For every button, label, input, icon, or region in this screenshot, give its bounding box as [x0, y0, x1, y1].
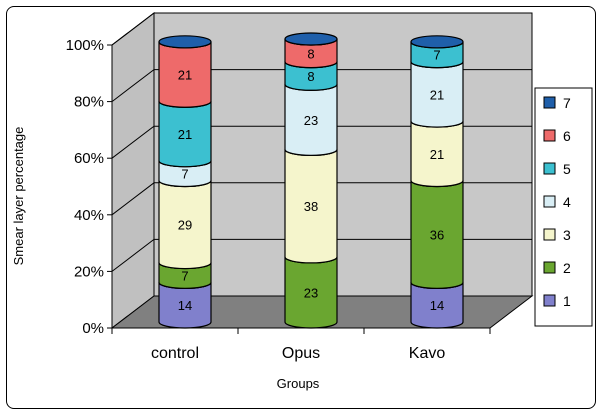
legend-swatch — [543, 96, 556, 109]
bar-top-cap — [410, 35, 464, 49]
x-tick-label: Kavo — [409, 345, 446, 362]
x-axis-title: Groups — [277, 376, 320, 391]
y-tick-label: 60% — [74, 150, 104, 167]
bar-top-cap — [158, 35, 212, 49]
data-label: 23 — [304, 113, 318, 128]
gridlines — [111, 12, 532, 272]
bar-stack: 14 7 29 7 21 21 — [158, 35, 212, 329]
data-label: 8 — [307, 46, 314, 61]
data-label: 29 — [178, 218, 192, 233]
data-label: 21 — [430, 87, 444, 102]
legend-label: 7 — [563, 95, 571, 111]
data-label: 21 — [430, 147, 444, 162]
gridline — [111, 69, 532, 102]
data-label: 7 — [181, 268, 188, 283]
gridline — [111, 125, 532, 159]
data-label: 38 — [304, 199, 318, 214]
gridline — [111, 238, 532, 272]
chart-frame — [6, 6, 596, 409]
bar-stack: 14 36 21 21 7 — [410, 35, 464, 329]
data-label: 21 — [178, 127, 192, 142]
y-tick-label: 0% — [82, 320, 104, 337]
x-axis-ticks: control Opus Kavo — [111, 328, 491, 362]
legend: 7 6 5 4 3 2 1 — [534, 87, 593, 327]
x-tick-label: control — [151, 345, 199, 362]
legend-label: 2 — [563, 260, 571, 276]
gridline — [111, 182, 532, 216]
legend-swatch — [543, 195, 556, 208]
legend-label: 5 — [563, 161, 571, 177]
bar-top-cap — [284, 32, 338, 46]
bars: 14 7 29 7 21 21 23 38 23 8 8 14 36 21 21 7 — [158, 32, 464, 329]
legend-swatch — [543, 162, 556, 175]
data-label: 36 — [430, 227, 444, 242]
legend-label: 4 — [563, 194, 571, 210]
data-label: 21 — [178, 68, 192, 83]
x-tick-label: Opus — [282, 345, 320, 362]
y-tick-label: 20% — [74, 263, 104, 280]
y-tick-label: 100% — [66, 37, 104, 54]
data-label: 23 — [304, 285, 318, 300]
y-tick-label: 80% — [74, 94, 104, 111]
legend-label: 1 — [563, 293, 571, 309]
legend-swatch — [543, 261, 556, 274]
side-wall — [111, 11, 155, 330]
legend-swatch — [543, 294, 556, 307]
data-label: 7 — [433, 48, 440, 63]
legend-swatch — [543, 228, 556, 241]
legend-swatch — [543, 129, 556, 142]
y-axis-ticks: 0% 20% 40% 60% 80% 100% — [66, 37, 112, 337]
y-axis-title: Smear layer percentage — [11, 127, 26, 266]
data-label: 7 — [181, 167, 188, 182]
bar-stack: 23 38 23 8 8 — [284, 32, 338, 329]
data-label: 8 — [307, 69, 314, 84]
legend-label: 3 — [563, 227, 571, 243]
y-tick-label: 40% — [74, 207, 104, 224]
gridline — [111, 12, 532, 46]
data-label: 14 — [178, 298, 192, 313]
legend-label: 6 — [563, 128, 571, 144]
data-label: 14 — [430, 298, 444, 313]
